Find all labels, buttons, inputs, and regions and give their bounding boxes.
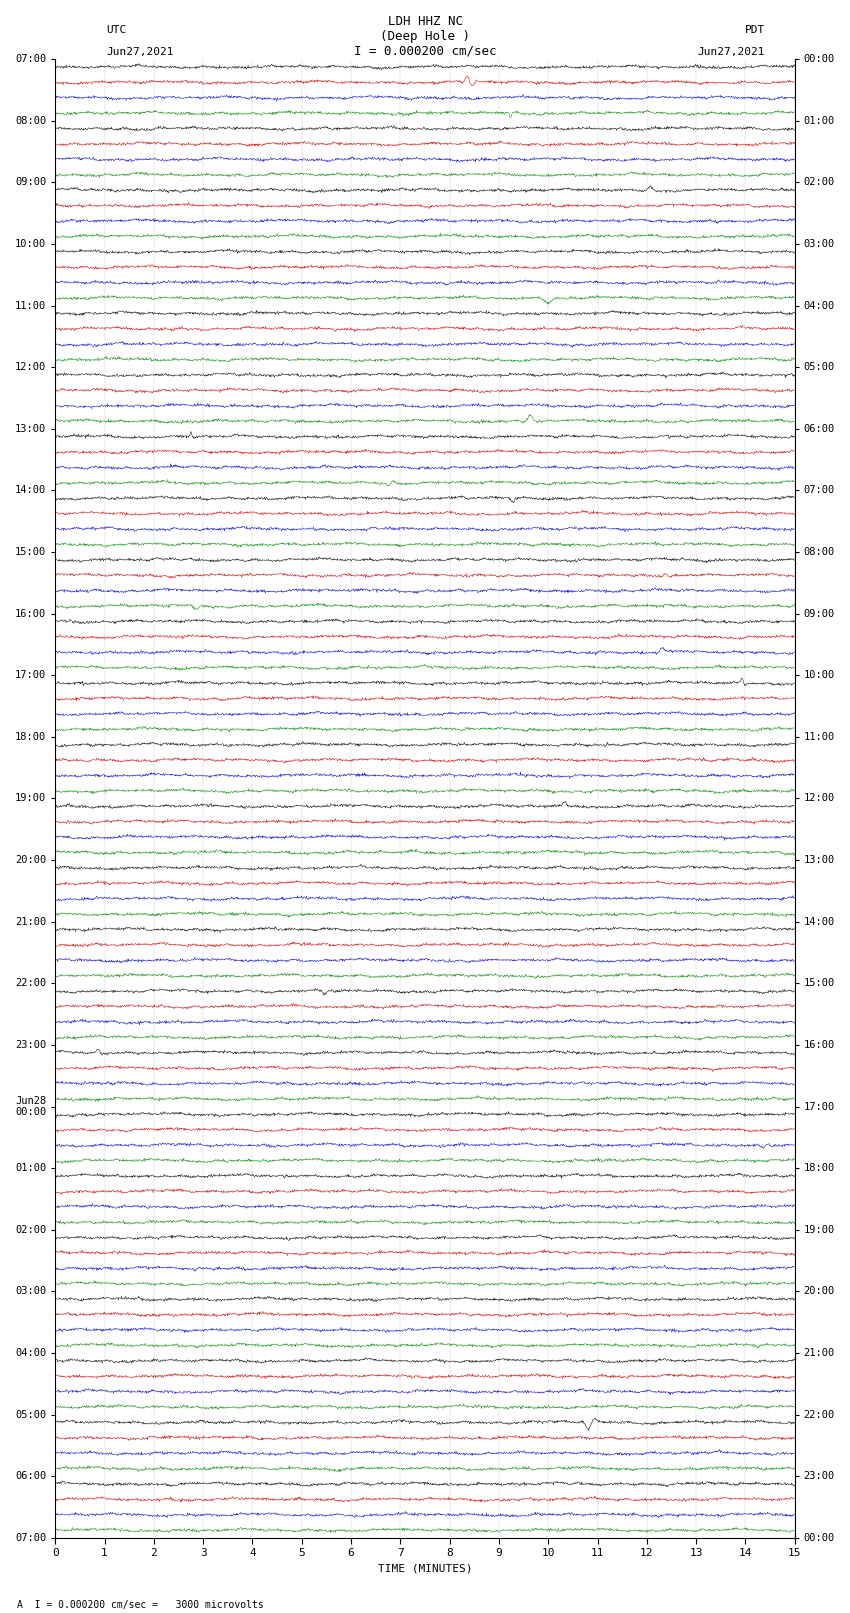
Title: LDH HHZ NC
(Deep Hole )
I = 0.000200 cm/sec: LDH HHZ NC (Deep Hole ) I = 0.000200 cm/… xyxy=(354,15,496,58)
Text: UTC: UTC xyxy=(106,26,127,35)
X-axis label: TIME (MINUTES): TIME (MINUTES) xyxy=(377,1565,473,1574)
Text: PDT: PDT xyxy=(745,26,765,35)
Text: Jun27,2021: Jun27,2021 xyxy=(698,47,765,56)
Text: Jun27,2021: Jun27,2021 xyxy=(106,47,173,56)
Text: A  I = 0.000200 cm/sec =   3000 microvolts: A I = 0.000200 cm/sec = 3000 microvolts xyxy=(17,1600,264,1610)
